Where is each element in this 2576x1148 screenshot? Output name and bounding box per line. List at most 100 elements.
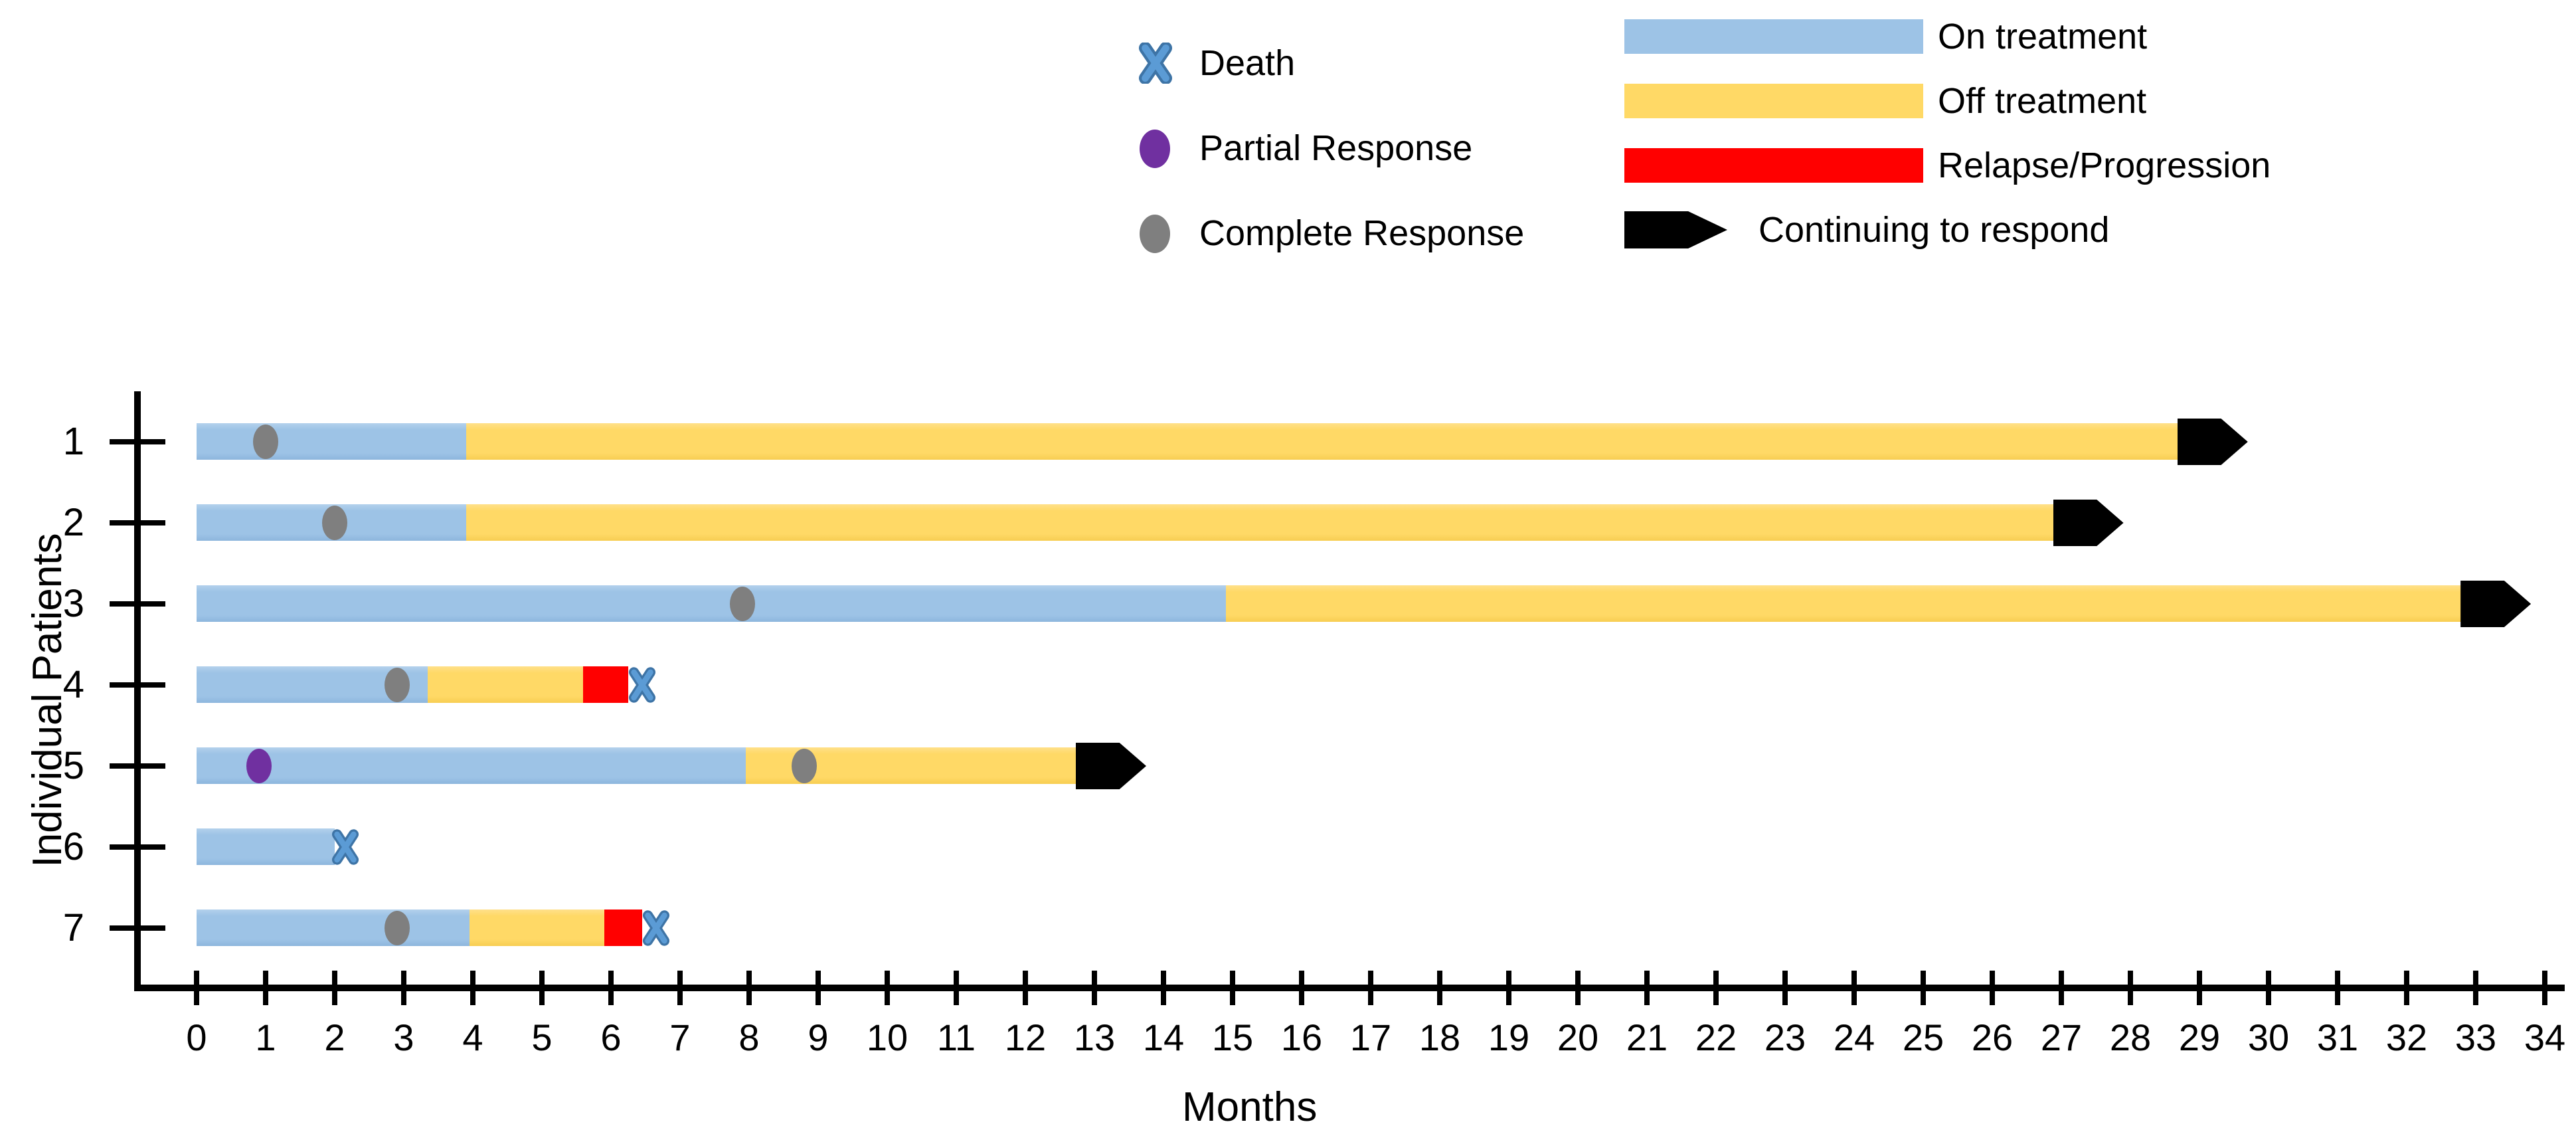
bar-segment-on — [197, 747, 746, 784]
y-axis-tick — [110, 682, 165, 688]
x-axis-tick-label: 14 — [1142, 1016, 1185, 1058]
complete-response-marker — [729, 587, 755, 621]
bar-segment-off — [469, 909, 604, 946]
y-axis-tick — [110, 520, 165, 526]
x-axis-tick — [1644, 971, 1650, 1005]
x-axis-tick — [1092, 971, 1097, 1005]
x-axis-tick-label: 25 — [1902, 1016, 1944, 1058]
continuing-to-respond-arrow — [2177, 419, 2248, 465]
x-axis-tick-label: 34 — [2524, 1016, 2566, 1058]
death-x-marker — [628, 666, 656, 704]
x-axis-tick — [2404, 971, 2409, 1005]
x-axis-tick-label: 0 — [186, 1016, 207, 1058]
x-axis-tick — [1506, 971, 1511, 1005]
x-axis-tick-label: 8 — [738, 1016, 760, 1058]
x-axis-tick-label: 18 — [1418, 1016, 1461, 1058]
complete-response-marker — [322, 506, 347, 540]
y-axis-tick — [110, 763, 165, 769]
x-axis-tick — [2197, 971, 2202, 1005]
x-axis-tick — [2542, 971, 2547, 1005]
bar-segment-on — [197, 423, 466, 460]
x-axis-tick — [263, 971, 268, 1005]
x-axis-tick — [677, 971, 683, 1005]
x-axis-tick — [2128, 971, 2133, 1005]
legend-label-complete-response: Complete Response — [1199, 213, 1525, 253]
y-axis-tick — [110, 844, 165, 850]
x-axis-tick-label: 22 — [1695, 1016, 1737, 1058]
x-axis-tick-label: 21 — [1626, 1016, 1668, 1058]
x-axis-tick-label: 16 — [1280, 1016, 1323, 1058]
x-axis-tick-label: 26 — [1971, 1016, 2014, 1058]
x-axis-tick-label: 7 — [669, 1016, 691, 1058]
bar-segment-relapse — [583, 666, 628, 703]
x-axis-tick-label: 6 — [600, 1016, 622, 1058]
bar-segment-relapse — [604, 909, 642, 946]
x-axis-tick — [1851, 971, 1857, 1005]
y-axis-title: Individual Patients — [25, 533, 70, 868]
x-axis-tick — [1161, 971, 1166, 1005]
y-axis-tick — [110, 925, 165, 931]
x-axis-line — [134, 985, 2565, 991]
legend-label-partial-response: Partial Response — [1199, 128, 1473, 168]
y-axis-line — [134, 391, 141, 991]
x-axis-tick-label: 2 — [324, 1016, 345, 1058]
x-axis-tick — [2266, 971, 2271, 1005]
legend-label-death: Death — [1199, 43, 1296, 83]
x-axis-tick — [816, 971, 821, 1005]
continuing-to-respond-arrow — [1076, 743, 1146, 789]
partial-response-marker — [246, 749, 272, 783]
x-axis-tick-label: 11 — [936, 1016, 976, 1058]
bar-segment-on — [197, 585, 1226, 622]
death-x-icon — [1137, 41, 1174, 85]
y-axis-tick — [110, 439, 165, 444]
x-axis-tick — [2059, 971, 2064, 1005]
continuing-to-respond-arrow — [2460, 581, 2532, 627]
x-axis-tick-label: 15 — [1211, 1016, 1254, 1058]
x-axis-title: Months — [1182, 1084, 1318, 1130]
y-axis-tick-label: 5 — [62, 744, 84, 787]
x-axis-tick-label: 24 — [1833, 1016, 1875, 1058]
x-axis-tick — [401, 971, 406, 1005]
bar-segment-off — [428, 666, 584, 703]
death-x-marker — [331, 828, 359, 866]
bar-segment-on — [197, 828, 335, 865]
x-axis-tick — [1713, 971, 1719, 1005]
y-axis-tick-label: 3 — [62, 582, 84, 625]
x-axis-tick-label: 19 — [1488, 1016, 1530, 1058]
x-axis-tick-label: 30 — [2247, 1016, 2290, 1058]
x-axis-tick — [539, 971, 545, 1005]
x-axis-tick — [954, 971, 959, 1005]
x-axis-tick — [746, 971, 752, 1005]
x-axis-tick-label: 20 — [1557, 1016, 1599, 1058]
x-axis-tick — [332, 971, 337, 1005]
y-axis-tick — [110, 601, 165, 607]
legend-label-off-treatment: Off treatment — [1938, 81, 2147, 121]
x-axis-tick — [194, 971, 199, 1005]
partial-response-dot-icon — [1140, 130, 1170, 168]
on-treatment-swatch-icon — [1624, 19, 1923, 54]
x-axis-tick — [1575, 971, 1581, 1005]
complete-response-marker — [384, 911, 410, 945]
x-axis-tick — [1437, 971, 1442, 1005]
x-axis-tick-label: 13 — [1073, 1016, 1116, 1058]
y-axis-tick-label: 1 — [62, 420, 84, 463]
x-axis-tick-label: 4 — [462, 1016, 483, 1058]
x-axis-tick — [885, 971, 890, 1005]
y-axis-tick-label: 7 — [62, 906, 84, 949]
x-axis-tick-label: 17 — [1349, 1016, 1392, 1058]
x-axis-tick-label: 10 — [866, 1016, 908, 1058]
x-axis-tick-label: 33 — [2454, 1016, 2497, 1058]
legend-label-relapse-progression: Relapse/Progression — [1938, 145, 2271, 185]
x-axis-tick-label: 27 — [2040, 1016, 2083, 1058]
x-axis-tick-label: 28 — [2109, 1016, 2152, 1058]
complete-response-dot-icon — [1140, 215, 1170, 253]
y-axis-tick-label: 6 — [62, 825, 84, 868]
bar-segment-on — [197, 909, 470, 946]
x-axis-tick — [1023, 971, 1028, 1005]
x-axis-tick — [1230, 971, 1235, 1005]
x-axis-tick — [2473, 971, 2478, 1005]
bar-segment-off — [1225, 585, 2462, 622]
legend-label-continuing-to-respond: Continuing to respond — [1759, 210, 2110, 250]
